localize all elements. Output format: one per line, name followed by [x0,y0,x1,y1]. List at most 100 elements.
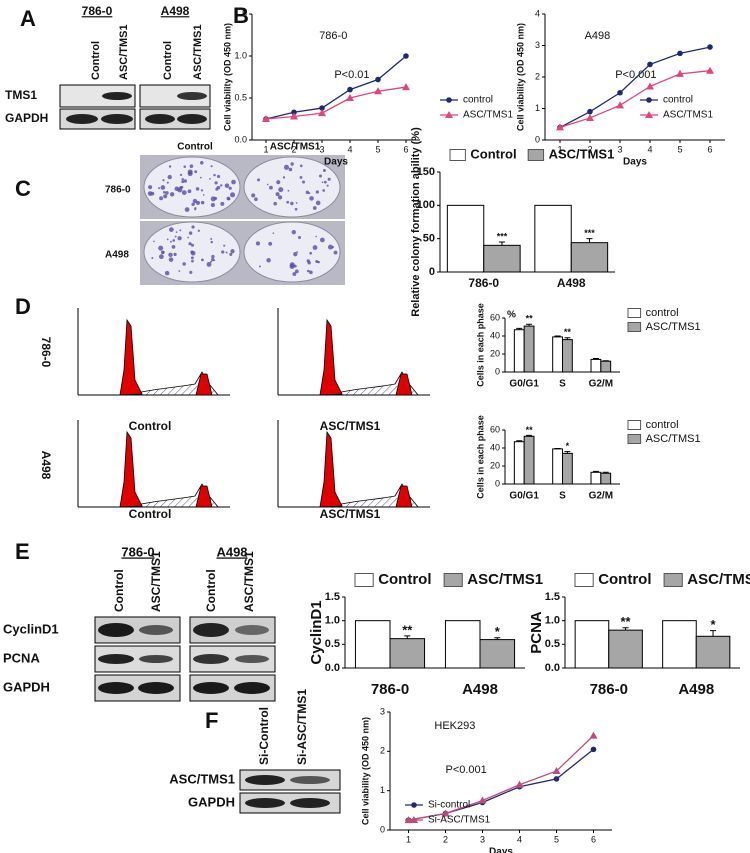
lane-label: ASC/TMS1 [192,24,204,80]
x-tick-label: 2 [291,144,296,154]
colony [201,258,204,262]
colony [309,270,313,275]
legend-swatch [627,420,642,430]
bar [479,639,516,669]
colony [231,179,236,185]
colony-plates [140,155,345,285]
significance: *** [584,228,595,238]
panel-label: F [205,708,218,733]
point [556,123,564,131]
colony [194,170,198,174]
point [262,115,270,122]
lane-label: Control [204,569,218,612]
x-tick-label: S [559,379,566,390]
significance: * [566,441,570,451]
colony [295,202,298,204]
y-tick-label: 0.5 [234,92,247,102]
colony [299,164,303,168]
legend-swatch [449,149,466,161]
legend-label: ASC/TMS1 [687,571,750,588]
point [646,97,652,103]
y-tick-label: 0.0 [325,662,340,674]
bar [389,638,426,669]
flow-histogram [77,420,230,508]
colony [333,250,338,255]
y-axis-label: Cell viability (OD 450 nm) [222,23,232,131]
y-tick-label: 40 [490,330,500,340]
colony [321,181,324,184]
colony [175,231,178,233]
point [347,86,353,93]
y-tick-label: 20 [490,460,500,470]
colony [159,196,164,201]
colony [160,185,166,190]
colony [168,165,172,168]
colony [214,196,218,200]
point [290,112,298,120]
colony [158,187,161,190]
x-tick-label: A498 [557,276,586,290]
legend-label: Si-control [428,800,470,811]
colony [214,181,218,185]
colony [268,241,273,246]
colony [225,251,228,254]
y-tick-label: 1.5 [325,591,340,603]
y-tick-label: 3 [535,40,540,50]
lane-label: Control [112,569,126,612]
colony [147,191,153,197]
x-tick-label: 3 [319,144,324,154]
g2-peak [195,373,213,396]
significance: ** [620,614,631,629]
row-label: 786-0 [105,185,131,196]
error-bar [564,451,571,454]
point [553,776,560,782]
y-tick-label: 2 [380,746,385,756]
y-tick-label: 4 [535,8,540,18]
blot-row-label: GAPDH [3,679,50,694]
point [374,87,382,95]
bar [534,204,572,273]
point [587,108,593,115]
point [441,809,450,817]
colony [312,245,318,250]
blot-group: A498 [216,544,247,559]
y-tick-label: 100 [417,199,435,211]
colony [191,259,194,263]
point [411,802,417,808]
colony [257,178,261,182]
colony [189,270,193,274]
bar [523,435,535,485]
colony [217,174,221,179]
bar [523,325,535,373]
g1-peak [319,430,343,508]
legend-label: control [646,307,679,319]
x-tick-label: A498 [678,681,714,698]
y-tick-label: 20 [490,348,500,358]
point [706,66,714,74]
annotation: P<0.001 [615,69,656,81]
x-tick-label: 5 [677,144,682,154]
significance: *** [497,231,508,241]
g2-peak [395,373,413,396]
legend-swatch [627,308,642,318]
colony [165,191,169,195]
colony [294,269,299,274]
colony [181,177,184,181]
colony [199,176,202,179]
colony [148,185,153,190]
colony [228,186,232,190]
chart-title: A498 [585,30,611,42]
legend-label: control [663,95,693,106]
significance: * [495,624,501,639]
colony [174,235,177,238]
x-tick-label: 2 [443,834,448,844]
point [402,83,410,91]
colony [199,161,204,165]
point [647,61,653,68]
error-bar [622,627,629,631]
y-tick-label: 1.0 [545,615,560,627]
x-tick-label: 786-0 [371,681,409,698]
legend-label: ASC/TMS1 [463,110,513,121]
bar [354,620,391,669]
x-tick-label: 3 [480,834,485,844]
